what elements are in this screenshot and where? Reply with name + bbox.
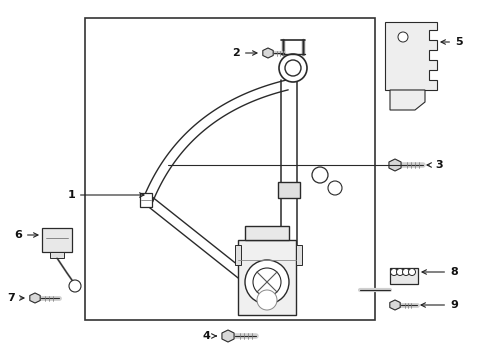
Bar (140, 193, 152, 207)
Polygon shape (222, 330, 234, 342)
Text: 4: 4 (202, 331, 216, 341)
Circle shape (285, 60, 301, 76)
Bar (238, 240, 296, 315)
Circle shape (398, 32, 408, 42)
Text: 2: 2 (232, 48, 257, 58)
Circle shape (279, 54, 307, 82)
Text: 9: 9 (421, 300, 458, 310)
Circle shape (409, 269, 416, 275)
Text: 6: 6 (14, 230, 38, 240)
Polygon shape (390, 90, 425, 110)
Circle shape (396, 269, 403, 275)
Circle shape (69, 280, 81, 292)
Circle shape (257, 290, 277, 310)
Polygon shape (30, 293, 40, 303)
Text: 3: 3 (427, 160, 442, 170)
Text: 5: 5 (441, 37, 463, 47)
Polygon shape (390, 300, 400, 310)
Bar (278, 182, 300, 198)
Bar (245, 226, 289, 240)
Bar (296, 245, 302, 265)
Bar (85, 18, 375, 320)
Bar (50, 252, 64, 258)
Text: 1: 1 (67, 190, 144, 200)
Bar (235, 245, 241, 265)
Polygon shape (389, 159, 401, 171)
Circle shape (253, 268, 281, 296)
Polygon shape (385, 22, 437, 90)
Text: 8: 8 (422, 267, 458, 277)
Circle shape (245, 260, 289, 304)
Bar (42, 228, 72, 252)
Bar (390, 268, 418, 284)
Circle shape (391, 269, 397, 275)
Circle shape (312, 167, 328, 183)
Circle shape (328, 181, 342, 195)
Text: 7: 7 (7, 293, 24, 303)
Polygon shape (263, 48, 273, 58)
Circle shape (402, 269, 410, 275)
